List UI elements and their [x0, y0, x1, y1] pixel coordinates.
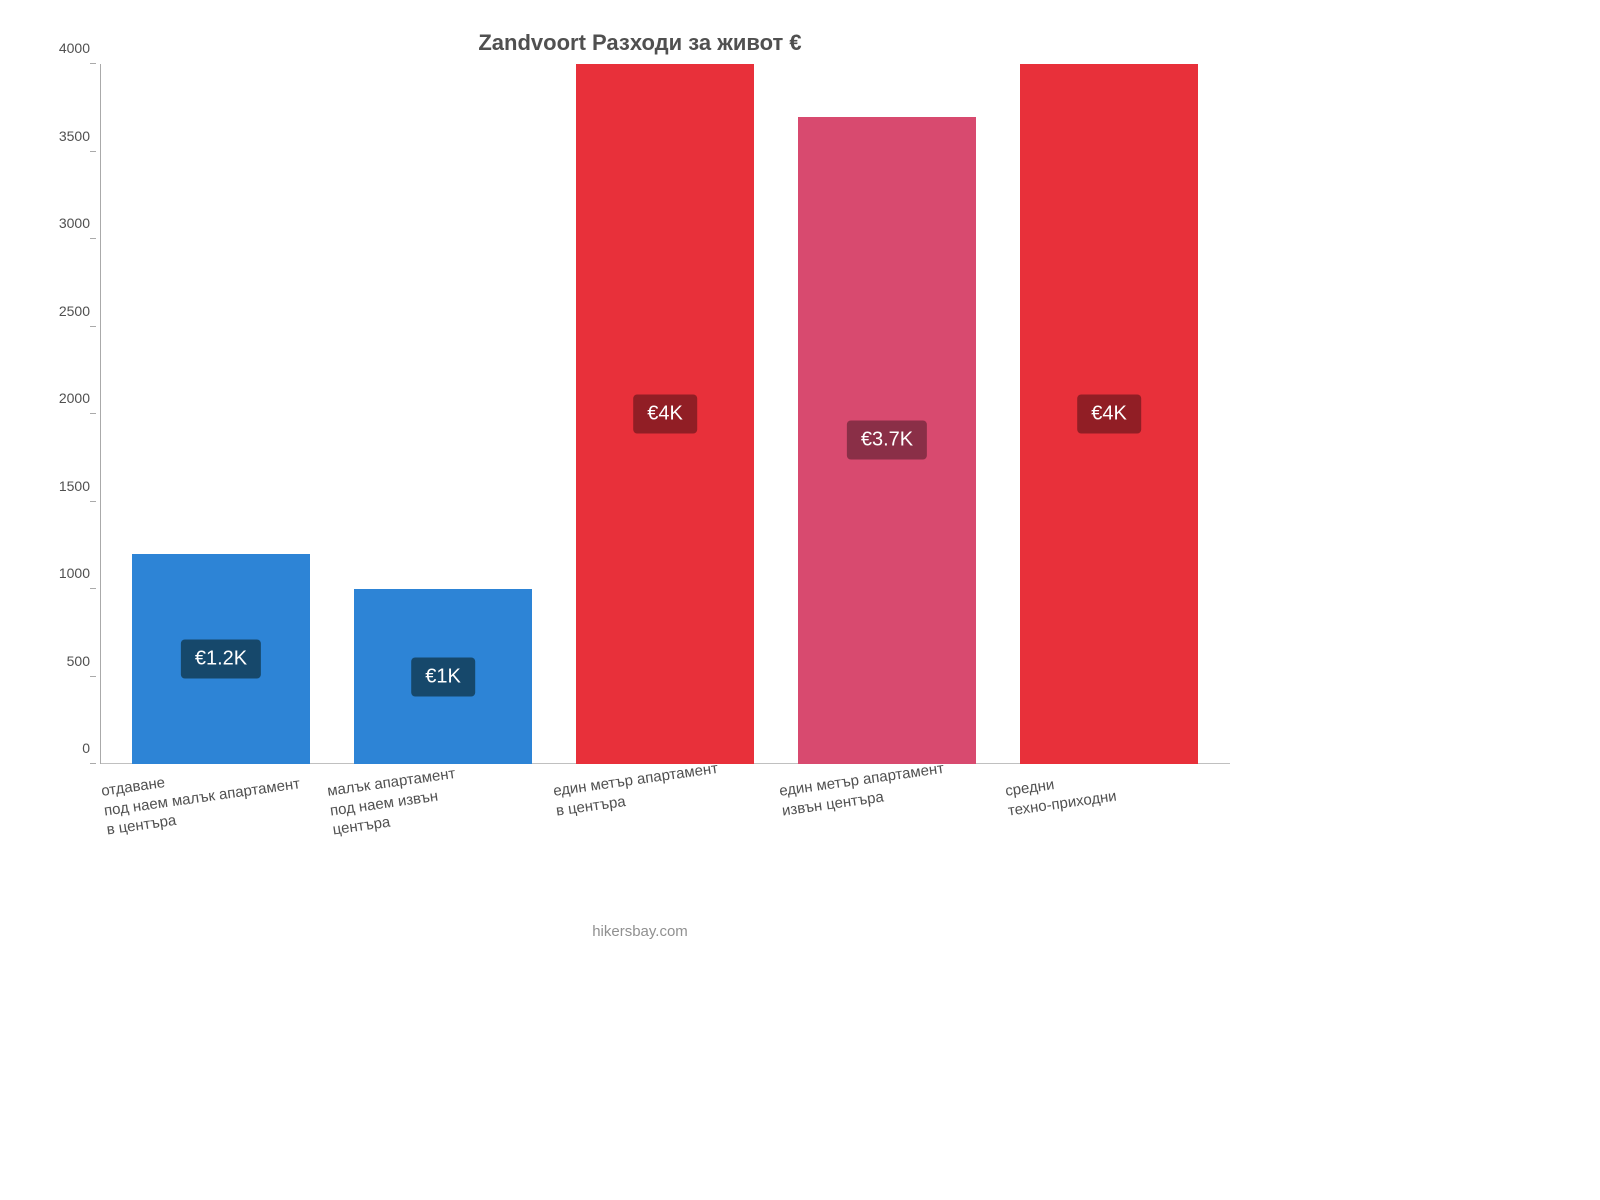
- x-axis-label: средни техно-приходни: [1004, 767, 1118, 821]
- y-tick-label: 1000: [40, 565, 90, 581]
- bar-slot: €4K: [554, 64, 776, 764]
- y-tick-label: 2000: [40, 390, 90, 406]
- x-label-slot: един метър апартамент извън центъра: [778, 772, 1004, 892]
- footer-credit: hikersbay.com: [0, 923, 1280, 940]
- bar-value-label: €3.7K: [847, 421, 927, 460]
- bar-value-label: €1K: [411, 657, 475, 696]
- chart-container: Zandvoort Разходи за живот € 05001000150…: [0, 0, 1280, 960]
- y-tick-mark: [90, 588, 96, 589]
- y-tick-mark: [90, 326, 96, 327]
- bar-value-label: €4K: [633, 395, 697, 434]
- bar: €4K: [1020, 64, 1198, 764]
- bar-slot: €3.7K: [776, 64, 998, 764]
- bars-group: €1.2K €1K €4K €3.7K €4K: [100, 64, 1230, 764]
- x-label-slot: средни техно-приходни: [1004, 772, 1230, 892]
- bar-value-label: €1.2K: [181, 640, 261, 679]
- x-label-slot: отдаване под наем малък апартамент в цен…: [100, 772, 326, 892]
- x-axis-label: отдаване под наем малък апартамент в цен…: [100, 754, 304, 839]
- y-tick-label: 4000: [40, 40, 90, 56]
- y-tick-label: 2500: [40, 303, 90, 319]
- bar-slot: €4K: [998, 64, 1220, 764]
- x-axis-label: един метър апартамент в центъра: [552, 759, 722, 821]
- y-tick-mark: [90, 501, 96, 502]
- bar: €3.7K: [798, 117, 976, 765]
- bar: €4K: [576, 64, 754, 764]
- y-tick-mark: [90, 676, 96, 677]
- x-axis-label: един метър апартамент извън центъра: [778, 759, 948, 821]
- y-tick-mark: [90, 238, 96, 239]
- x-label-slot: един метър апартамент в центъра: [552, 772, 778, 892]
- bar: €1K: [354, 589, 532, 764]
- x-axis-label: малък апартамент под наем извън центъра: [326, 764, 462, 840]
- y-tick-mark: [90, 151, 96, 152]
- y-tick-label: 3000: [40, 215, 90, 231]
- x-axis-labels: отдаване под наем малък апартамент в цен…: [100, 772, 1230, 892]
- y-axis: 05001000150020002500300035004000: [90, 64, 100, 764]
- bar: €1.2K: [132, 554, 310, 764]
- chart-title: Zandvoort Разходи за живот €: [40, 30, 1240, 56]
- x-label-slot: малък апартамент под наем извън центъра: [326, 772, 552, 892]
- bar-slot: €1.2K: [110, 64, 332, 764]
- y-tick-label: 1500: [40, 478, 90, 494]
- y-tick-label: 500: [40, 653, 90, 669]
- bar-slot: €1K: [332, 64, 554, 764]
- bar-value-label: €4K: [1077, 395, 1141, 434]
- y-tick-mark: [90, 413, 96, 414]
- y-tick-label: 3500: [40, 128, 90, 144]
- plot-area: 05001000150020002500300035004000 €1.2K€1…: [100, 64, 1230, 764]
- y-tick-label: 0: [40, 740, 90, 756]
- y-tick-mark: [90, 63, 96, 64]
- y-tick-mark: [90, 763, 96, 764]
